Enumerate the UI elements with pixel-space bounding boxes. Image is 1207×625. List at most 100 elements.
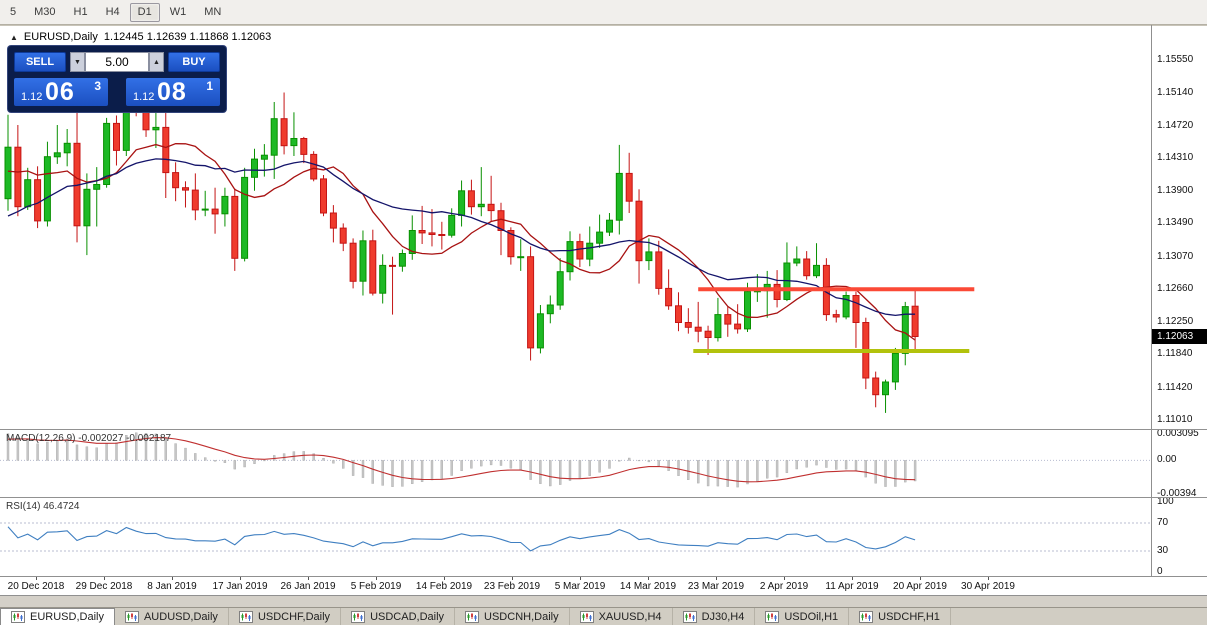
rsi-axis-label: 30 [1157, 545, 1169, 556]
one-click-trading-panel: SELL ▼ 5.00 ▲ BUY 1.12 06 3 1.12 08 1 [8, 46, 226, 112]
chart-icon [859, 610, 874, 623]
chart-tab-usdcad-daily[interactable]: USDCAD,Daily [341, 608, 456, 625]
sell-price-pipette: 3 [94, 79, 101, 93]
chart-icon [351, 610, 366, 623]
lot-increase-button[interactable]: ▲ [149, 52, 164, 72]
chart-tab-usdchf-daily[interactable]: USDCHF,Daily [228, 608, 342, 625]
chart-icon [124, 610, 139, 623]
price-axis-label: 1.11010 [1157, 414, 1193, 426]
macd-indicator-label: MACD(12,26,9) -0.002027 -0.002187 [6, 433, 172, 444]
tab-label: DJ30,H4 [701, 610, 745, 623]
date-axis-label: 5 Feb 2019 [350, 581, 402, 592]
date-tick [308, 577, 309, 580]
expand-arrow-icon[interactable]: ▲ [10, 32, 18, 42]
rsi-panel-splitter[interactable] [0, 497, 1207, 498]
chart-tab-usdoil-h1[interactable]: USDOil,H1 [755, 608, 850, 625]
tab-label: AUDUSD,Daily [143, 610, 218, 623]
date-axis-label: 23 Feb 2019 [483, 581, 541, 592]
date-axis-label: 11 Apr 2019 [825, 581, 879, 592]
date-tick [104, 577, 105, 580]
date-axis-label: 17 Jan 2019 [212, 581, 268, 592]
macd-axis-label: 0.003095 [1157, 428, 1199, 439]
date-tick [716, 577, 717, 580]
timeframe-button-5[interactable]: 5 [10, 5, 17, 18]
chart-icon [11, 611, 25, 623]
date-axis-label: 2 Apr 2019 [759, 581, 809, 592]
price-axis-label: 1.14310 [1157, 152, 1194, 164]
date-tick [648, 577, 649, 580]
chart-tab-audusd-daily[interactable]: AUDUSD,Daily [114, 608, 229, 625]
symbol-label: EURUSD,Daily [23, 31, 98, 43]
rsi-line [7, 526, 916, 552]
date-axis-label: 26 Jan 2019 [280, 581, 336, 592]
macd-axis-label: 0.00 [1157, 454, 1177, 466]
buy-button[interactable]: BUY [168, 52, 220, 72]
date-tick [376, 577, 377, 580]
date-tick [920, 577, 921, 580]
price-axis-label: 1.15140 [1157, 86, 1194, 98]
price-axis-label: 1.12250 [1157, 315, 1194, 327]
date-tick [512, 577, 513, 580]
chart-icon [765, 610, 780, 623]
tab-label: USDCHF,H1 [878, 610, 940, 623]
tab-label: EURUSD,Daily [30, 611, 104, 623]
ohlc-values: 1.12445 1.12639 1.11868 1.12063 [103, 31, 272, 43]
price-axis-divider [1151, 25, 1152, 576]
date-tick [580, 577, 581, 580]
chart-tab-eurusd-daily[interactable]: EURUSD,Daily [0, 608, 115, 625]
rsi-axis-label: 100 [1157, 496, 1174, 507]
chart-tab-usdcnh-daily[interactable]: USDCNH,Daily [455, 608, 570, 625]
price-axis[interactable]: 1.15550 1.15140 1.14720 1.14310 1.13900 1.134… [1152, 25, 1207, 577]
timeframe-button-m30[interactable]: M30 [34, 5, 56, 18]
price-chart-canvas[interactable] [0, 25, 1152, 577]
timeframe-button-d1[interactable]: D1 [129, 2, 160, 22]
date-axis-label: 5 Mar 2019 [554, 581, 606, 592]
date-axis-label: 20 Apr 2019 [893, 581, 947, 592]
date-axis-label: 29 Dec 2018 [75, 581, 133, 592]
rsi-axis-label: 0 [1157, 566, 1163, 577]
sell-price-display[interactable]: 1.12 06 3 [14, 78, 108, 106]
chart-tab-xauusd-h4[interactable]: XAUUSD,H4 [569, 608, 673, 625]
macd-signal-line [7, 437, 916, 483]
price-axis-label: 1.11420 [1157, 381, 1193, 393]
lot-decrease-button[interactable]: ▼ [70, 52, 85, 72]
date-axis-label: 8 Jan 2019 [147, 581, 197, 592]
date-axis-label: 20 Dec 2018 [7, 581, 65, 592]
date-axis-label: 23 Mar 2019 [687, 581, 745, 592]
date-axis-label: 14 Mar 2019 [619, 581, 677, 592]
macd-axis-label: -0.00394 [1157, 488, 1197, 499]
lot-size-input[interactable]: 5.00 [85, 52, 149, 72]
price-axis-label: 1.15550 [1157, 54, 1194, 65]
sell-button[interactable]: SELL [14, 52, 66, 72]
timeframe-button-mn[interactable]: MN [204, 5, 222, 18]
macd-panel-splitter[interactable] [0, 429, 1207, 430]
timeframe-button-h4[interactable]: H4 [105, 5, 120, 18]
timeframe-button-w1[interactable]: W1 [169, 5, 187, 18]
date-tick [444, 577, 445, 580]
price-axis-label: 1.11840 [1157, 348, 1193, 360]
sell-price-base: 1.12 [21, 91, 43, 103]
tab-label: USDCAD,Daily [370, 610, 445, 623]
price-axis-label: 1.13070 [1157, 250, 1194, 262]
tab-label: USDCHF,Daily [257, 610, 331, 623]
chart-tab-usdchf-h1[interactable]: USDCHF,H1 [849, 608, 951, 625]
chart-tab-dj30-h4[interactable]: DJ30,H4 [672, 608, 756, 625]
buy-price-display[interactable]: 1.12 08 1 [126, 78, 220, 106]
rsi-axis-label: 70 [1157, 517, 1169, 528]
chart-icon [579, 610, 594, 623]
chart-header: ▲ EURUSD,Daily 1.12445 1.12639 1.11868 1… [10, 31, 271, 43]
tab-label: USDOil,H1 [784, 610, 839, 623]
timeframe-button-h1[interactable]: H1 [73, 5, 88, 18]
tab-label: XAUUSD,H4 [598, 610, 662, 623]
date-axis-label: 14 Feb 2019 [415, 581, 473, 592]
chart-icon [682, 610, 697, 623]
current-price-badge: 1.12063 [1152, 329, 1207, 344]
price-axis-label: 1.13490 [1157, 217, 1194, 229]
date-axis[interactable]: 20 Dec 2018 29 Dec 2018 8 Jan 2019 17 Jan 2… [0, 576, 1207, 596]
tab-label: USDCNH,Daily [484, 610, 559, 623]
ma-line-10 [7, 143, 916, 341]
chart-icon [465, 610, 480, 623]
rsi-indicator-label: RSI(14) 46.4724 [6, 501, 80, 512]
date-axis-label: 30 Apr 2019 [961, 581, 1015, 592]
buy-price-base: 1.12 [133, 91, 155, 103]
